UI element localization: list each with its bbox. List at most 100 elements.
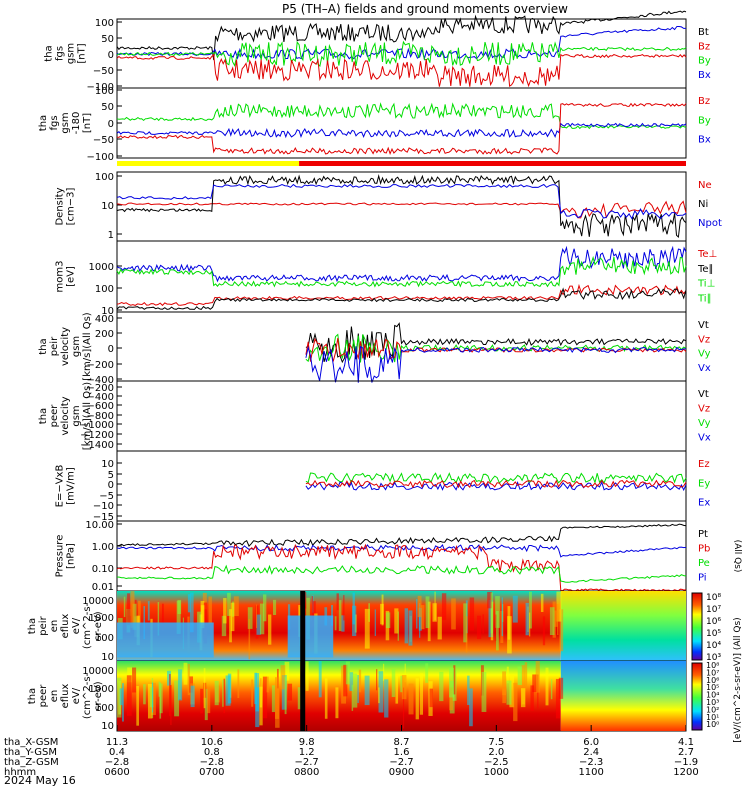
ytick-peer_spec-3: 10 xyxy=(101,721,114,732)
xval-z-0: −2.8 xyxy=(105,757,129,768)
ytick-fgs180-0: 100 xyxy=(95,86,114,97)
spec-streak-peer_spec-110 xyxy=(158,681,160,697)
ytick-fgs180-2: 0 xyxy=(108,119,114,130)
ytick-peer-0: −200 xyxy=(87,383,114,394)
spec-streak-peer_spec-75 xyxy=(509,676,515,708)
xval-z-3: −2.7 xyxy=(389,757,413,768)
spec-streak-peer_spec-26 xyxy=(287,683,293,701)
spec-streak-peir_spec-56 xyxy=(417,595,422,618)
spec-streak-peir_spec-101 xyxy=(176,600,181,634)
spec-streak-peir_spec-91 xyxy=(311,595,314,626)
spec-streak-peer_spec-88 xyxy=(400,675,403,693)
spec-streak-peer_spec-28 xyxy=(262,676,268,719)
xval-x-4: 7.5 xyxy=(488,737,504,748)
panel-pressure: Pressure [nPa] 10.00 1.00 0.10 0.01 Pt Pb Pe Pi (A… xyxy=(55,520,743,593)
xval-t-1: 0700 xyxy=(199,767,224,778)
trace-pressure-pb xyxy=(116,543,687,592)
legend-fgs-2: By xyxy=(698,56,711,67)
spec-streak-peer_spec-10 xyxy=(151,682,156,716)
panel-peir_spec: tha peir en eflux eV/(cm^2-s-sr-eV) 10000 1000… xyxy=(27,590,687,663)
ylabel-fgs-3: [nT] xyxy=(77,43,88,63)
spec-streak-peir_spec-64 xyxy=(130,591,135,628)
trace-efield-ez xyxy=(305,479,687,489)
ylabel-peir_spec-3: eflux xyxy=(60,614,71,639)
ytick-peer_spec-1: 1000 xyxy=(89,684,114,695)
legend-efield-2: Ex xyxy=(698,498,710,509)
spec-streak-peer_spec-105 xyxy=(170,685,172,726)
spec-streak-peer_spec-91 xyxy=(190,685,195,708)
spec-streak-peir_spec-83 xyxy=(230,602,235,632)
spec-streak-peir_spec-79 xyxy=(394,608,399,634)
spec-streak-peer_spec-66 xyxy=(343,664,348,697)
ytick-peir-4: −400 xyxy=(87,375,114,386)
ylabel-peir_spec-1: peir xyxy=(38,615,49,635)
spec-streak-peer_spec-113 xyxy=(425,663,429,683)
ytick-efield-0: 10 xyxy=(101,459,114,470)
spec-streak-peer_spec-14 xyxy=(167,670,172,686)
spec-streak-peer_spec-79 xyxy=(404,663,406,683)
colorbar-peer-tick-5: 10³ xyxy=(706,698,719,707)
ylabel-peir_spec-2: en xyxy=(49,620,60,633)
spec-streak-peir_spec-68 xyxy=(487,591,493,609)
spec-gap-peir_spec xyxy=(300,591,306,661)
spec-streak-peir_spec-57 xyxy=(223,598,227,624)
ylabel-peer-0: tha xyxy=(38,408,49,424)
spec-streak-peir_spec-11 xyxy=(418,607,422,631)
spec-streak-peer_spec-118 xyxy=(449,667,455,698)
legend-peir-3: Vx xyxy=(698,363,711,374)
ylabel-fgs180-2: gsm xyxy=(60,112,71,133)
spec-streak-peer_spec-24 xyxy=(351,684,354,711)
legend-fgs-0: Bt xyxy=(698,27,709,38)
xrow-label-3: hhmm xyxy=(4,767,36,778)
ytick-temp-0: 1000 xyxy=(89,262,114,273)
colorbar-peer-tick-4: 10⁴ xyxy=(706,691,719,700)
spec-streak-peer_spec-58 xyxy=(143,684,146,705)
spec-streak-peer_spec-115 xyxy=(517,666,522,685)
spec-streak-peer_spec-89 xyxy=(203,668,206,709)
spec-streak-peer_spec-48 xyxy=(271,685,276,713)
ytick-peer_spec-0: 10000 xyxy=(82,666,114,677)
ylabel-peer_spec-1: peer xyxy=(38,684,49,708)
spec-streak-peir_spec-90 xyxy=(380,603,384,625)
legend-temp-1: Te∥ xyxy=(697,264,714,275)
ytick-efield-1: 5 xyxy=(108,470,114,481)
legend-peir-0: Vt xyxy=(698,320,709,331)
legend-pressure-2: Pe xyxy=(698,558,710,569)
colorbar-peir-tick-3: 10⁵ xyxy=(706,629,721,639)
ylabel-fgs-2: gsm xyxy=(66,43,77,64)
spec-streak-peer_spec-51 xyxy=(357,675,359,704)
spec-streak-peer_spec-97 xyxy=(297,687,302,710)
spec-streak-peer_spec-77 xyxy=(506,680,512,705)
trace-fgs180-bx xyxy=(116,122,687,139)
spec-streak-peer_spec-99 xyxy=(266,676,269,693)
spec-streak-peer_spec-82 xyxy=(376,669,378,691)
spec-streak-peer_spec-107 xyxy=(530,685,534,711)
spec-streak-peer_spec-52 xyxy=(555,678,561,719)
spec-streak-peir_spec-103 xyxy=(304,591,307,609)
xval-x-2: 9.8 xyxy=(299,737,315,748)
legend-pressure-1: Pb xyxy=(698,544,710,555)
legend-fgs-3: Bx xyxy=(698,70,711,81)
xval-x-3: 8.7 xyxy=(394,737,410,748)
ytick-peir-2: 0 xyxy=(108,344,114,355)
ytick-peir_spec-1: 1000 xyxy=(89,613,114,624)
ytick-efield-4: −10 xyxy=(93,501,114,512)
spec-streak-peer_spec-61 xyxy=(174,680,180,717)
ytick-fgs-2: 0 xyxy=(108,50,114,61)
trace-fgs-bx xyxy=(116,26,686,61)
trace-fgs-bt xyxy=(116,10,687,61)
panel-peer_spec: tha peer en eflux eV/(cm^2-s-sr-eV) 10000 1000… xyxy=(27,660,687,732)
ytick-pressure-2: 0.10 xyxy=(92,564,114,575)
spec-streak-peir_spec-71 xyxy=(463,603,468,643)
legend-peer-1: Vz xyxy=(698,404,710,415)
ytick-efield-5: −15 xyxy=(93,512,114,523)
trace-temp-tepar xyxy=(116,287,687,310)
ytick-fgs-4: −100 xyxy=(87,82,114,93)
spec-streak-peir_spec-63 xyxy=(338,600,342,631)
ylabel-peer-3: gsm xyxy=(71,405,82,426)
spec-streak-peir_spec-107 xyxy=(425,596,430,629)
spec-streak-peer_spec-54 xyxy=(382,663,385,681)
spec-streak-peer_spec-36 xyxy=(469,688,473,727)
